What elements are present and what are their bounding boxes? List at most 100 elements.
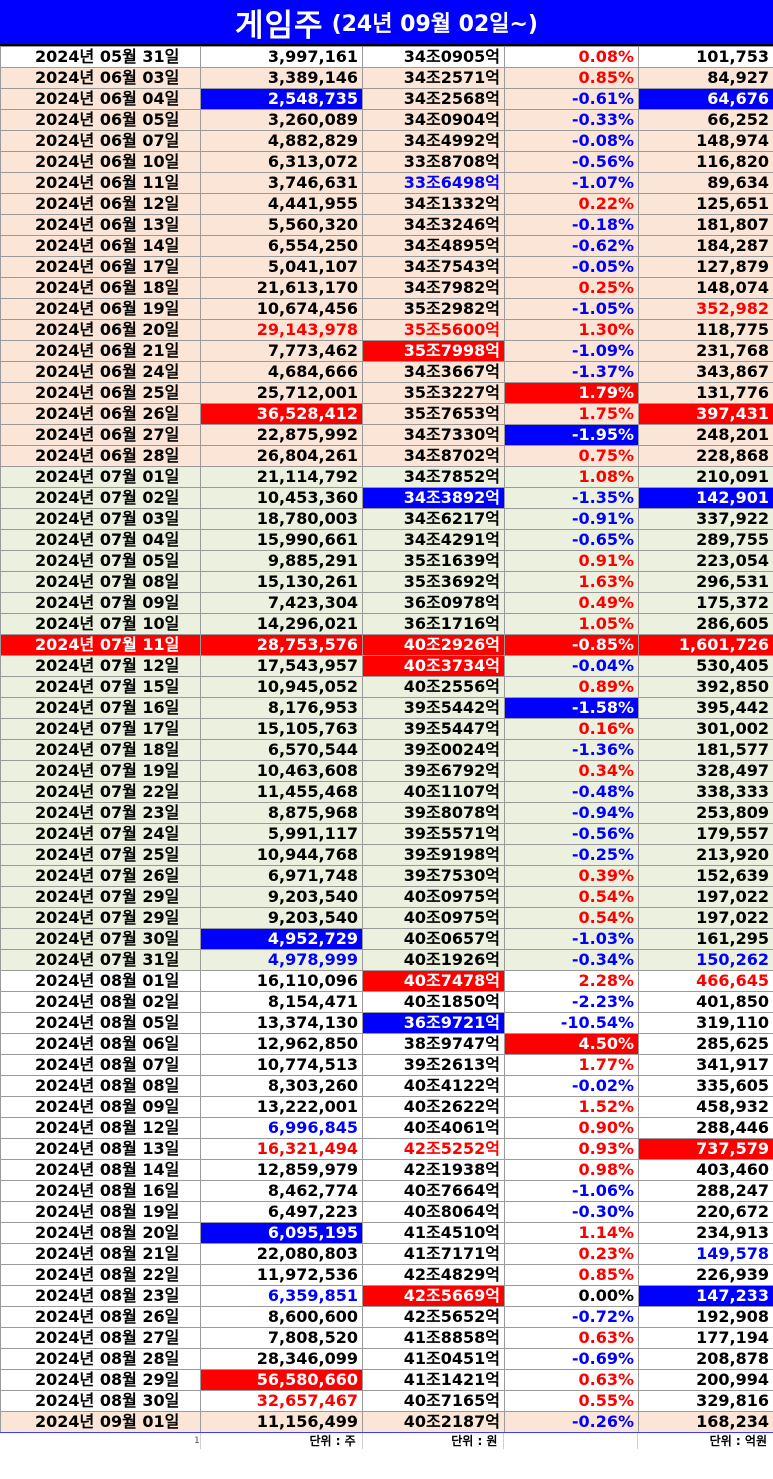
date-cell[interactable]: 2024년 06월 27일 — [0, 424, 201, 446]
market-cap-cell[interactable]: 40조0975억 — [362, 886, 505, 908]
market-cap-cell[interactable]: 36조0978억 — [362, 592, 505, 614]
date-cell[interactable]: 2024년 06월 19일 — [0, 298, 201, 320]
market-cap-cell[interactable]: 40조2187억 — [362, 1411, 505, 1433]
market-cap-cell[interactable]: 40조4061억 — [362, 1117, 505, 1139]
volume-cell[interactable]: 28,753,576 — [200, 634, 363, 656]
change-cell[interactable]: 0.16% — [504, 718, 639, 740]
trade-value-cell[interactable]: 64,676 — [638, 88, 773, 110]
date-cell[interactable]: 2024년 06월 18일 — [0, 277, 201, 299]
change-cell[interactable]: 0.90% — [504, 1117, 639, 1139]
volume-cell[interactable]: 3,389,146 — [200, 67, 363, 89]
trade-value-cell[interactable]: 401,850 — [638, 991, 773, 1013]
volume-cell[interactable]: 6,570,544 — [200, 739, 363, 761]
change-cell[interactable]: -0.94% — [504, 802, 639, 824]
date-cell[interactable]: 2024년 07월 18일 — [0, 739, 201, 761]
change-cell[interactable]: 0.93% — [504, 1138, 639, 1160]
trade-value-cell[interactable]: 343,867 — [638, 361, 773, 383]
trade-value-cell[interactable]: 288,446 — [638, 1117, 773, 1139]
change-cell[interactable]: -1.03% — [504, 928, 639, 950]
date-cell[interactable]: 2024년 08월 19일 — [0, 1201, 201, 1223]
trade-value-cell[interactable]: 1,601,726 — [638, 634, 773, 656]
trade-value-cell[interactable]: 397,431 — [638, 403, 773, 425]
date-cell[interactable]: 2024년 06월 20일 — [0, 319, 201, 341]
market-cap-cell[interactable]: 35조7998억 — [362, 340, 505, 362]
volume-cell[interactable]: 7,423,304 — [200, 592, 363, 614]
date-cell[interactable]: 2024년 07월 23일 — [0, 802, 201, 824]
market-cap-cell[interactable]: 34조3246억 — [362, 214, 505, 236]
volume-cell[interactable]: 8,462,774 — [200, 1180, 363, 1202]
date-cell[interactable]: 2024년 07월 16일 — [0, 697, 201, 719]
date-cell[interactable]: 2024년 08월 21일 — [0, 1243, 201, 1265]
volume-cell[interactable]: 25,712,001 — [200, 382, 363, 404]
market-cap-cell[interactable]: 40조2622억 — [362, 1096, 505, 1118]
change-cell[interactable]: -0.56% — [504, 151, 639, 173]
market-cap-cell[interactable]: 35조7653억 — [362, 403, 505, 425]
trade-value-cell[interactable]: 395,442 — [638, 697, 773, 719]
change-cell[interactable]: 1.52% — [504, 1096, 639, 1118]
date-cell[interactable]: 2024년 08월 09일 — [0, 1096, 201, 1118]
change-cell[interactable]: 0.55% — [504, 1390, 639, 1412]
trade-value-cell[interactable]: 352,982 — [638, 298, 773, 320]
change-cell[interactable]: 0.91% — [504, 550, 639, 572]
market-cap-cell[interactable]: 39조5571억 — [362, 823, 505, 845]
market-cap-cell[interactable]: 34조6217억 — [362, 508, 505, 530]
market-cap-cell[interactable]: 39조5442억 — [362, 697, 505, 719]
change-cell[interactable]: 1.30% — [504, 319, 639, 341]
trade-value-cell[interactable]: 177,194 — [638, 1327, 773, 1349]
market-cap-cell[interactable]: 33조8708억 — [362, 151, 505, 173]
market-cap-cell[interactable]: 34조7852억 — [362, 466, 505, 488]
trade-value-cell[interactable]: 220,672 — [638, 1201, 773, 1223]
change-cell[interactable]: -1.09% — [504, 340, 639, 362]
market-cap-cell[interactable]: 40조7478억 — [362, 970, 505, 992]
volume-cell[interactable]: 17,543,957 — [200, 655, 363, 677]
volume-cell[interactable]: 4,882,829 — [200, 130, 363, 152]
volume-cell[interactable]: 15,990,661 — [200, 529, 363, 551]
market-cap-cell[interactable]: 41조1421억 — [362, 1369, 505, 1391]
market-cap-cell[interactable]: 39조6792억 — [362, 760, 505, 782]
date-cell[interactable]: 2024년 07월 08일 — [0, 571, 201, 593]
volume-cell[interactable]: 9,885,291 — [200, 550, 363, 572]
change-cell[interactable]: -0.34% — [504, 949, 639, 971]
trade-value-cell[interactable]: 392,850 — [638, 676, 773, 698]
market-cap-cell[interactable]: 34조1332억 — [362, 193, 505, 215]
volume-cell[interactable]: 6,095,195 — [200, 1222, 363, 1244]
market-cap-cell[interactable]: 34조4291억 — [362, 529, 505, 551]
volume-cell[interactable]: 2,548,735 — [200, 88, 363, 110]
volume-cell[interactable]: 12,859,979 — [200, 1159, 363, 1181]
date-cell[interactable]: 2024년 07월 11일 — [0, 634, 201, 656]
market-cap-cell[interactable]: 34조2571억 — [362, 67, 505, 89]
volume-cell[interactable]: 22,080,803 — [200, 1243, 363, 1265]
date-cell[interactable]: 2024년 07월 30일 — [0, 928, 201, 950]
change-cell[interactable]: 0.63% — [504, 1327, 639, 1349]
volume-cell[interactable]: 4,684,666 — [200, 361, 363, 383]
market-cap-cell[interactable]: 34조7543억 — [362, 256, 505, 278]
change-cell[interactable]: -1.05% — [504, 298, 639, 320]
market-cap-cell[interactable]: 34조8702억 — [362, 445, 505, 467]
trade-value-cell[interactable]: 184,287 — [638, 235, 773, 257]
change-cell[interactable]: 1.14% — [504, 1222, 639, 1244]
change-cell[interactable]: -0.48% — [504, 781, 639, 803]
change-cell[interactable]: -10.54% — [504, 1012, 639, 1034]
change-cell[interactable]: -0.30% — [504, 1201, 639, 1223]
market-cap-cell[interactable]: 42조4829억 — [362, 1264, 505, 1286]
market-cap-cell[interactable]: 41조8858억 — [362, 1327, 505, 1349]
change-cell[interactable]: 1.08% — [504, 466, 639, 488]
date-cell[interactable]: 2024년 08월 30일 — [0, 1390, 201, 1412]
market-cap-cell[interactable]: 34조7330억 — [362, 424, 505, 446]
date-cell[interactable]: 2024년 06월 10일 — [0, 151, 201, 173]
market-cap-cell[interactable]: 40조2926억 — [362, 634, 505, 656]
volume-cell[interactable]: 21,114,792 — [200, 466, 363, 488]
volume-cell[interactable]: 36,528,412 — [200, 403, 363, 425]
volume-cell[interactable]: 11,455,468 — [200, 781, 363, 803]
trade-value-cell[interactable]: 175,372 — [638, 592, 773, 614]
volume-cell[interactable]: 26,804,261 — [200, 445, 363, 467]
trade-value-cell[interactable]: 147,233 — [638, 1285, 773, 1307]
change-cell[interactable]: 0.85% — [504, 67, 639, 89]
market-cap-cell[interactable]: 40조2556억 — [362, 676, 505, 698]
market-cap-cell[interactable]: 34조4895억 — [362, 235, 505, 257]
market-cap-cell[interactable]: 34조2568억 — [362, 88, 505, 110]
trade-value-cell[interactable]: 337,922 — [638, 508, 773, 530]
volume-cell[interactable]: 9,203,540 — [200, 907, 363, 929]
change-cell[interactable]: 0.00% — [504, 1285, 639, 1307]
trade-value-cell[interactable]: 152,639 — [638, 865, 773, 887]
